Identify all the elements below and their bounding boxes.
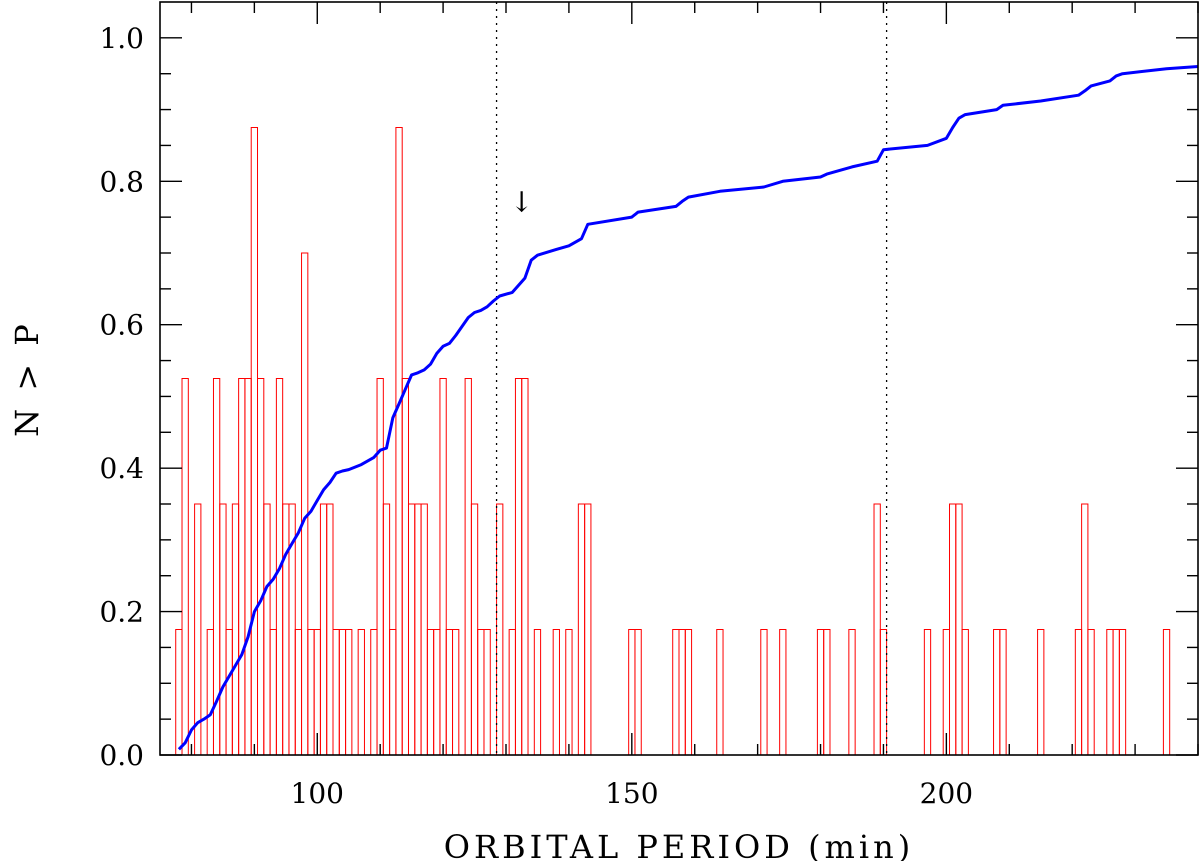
- histogram-bar: [1087, 629, 1095, 756]
- histogram-bar: [426, 629, 435, 756]
- histogram-bar: [496, 503, 504, 756]
- histogram-bar: [1037, 629, 1045, 756]
- histogram-bar: [307, 629, 315, 756]
- histogram-bar: [470, 503, 479, 756]
- histogram-bar: [338, 629, 347, 756]
- y-tick-label: 0.4: [99, 452, 144, 485]
- y-tick-label: 0.0: [99, 739, 144, 772]
- histogram-bar: [1112, 629, 1120, 756]
- histogram-bar: [716, 629, 724, 756]
- histogram-bar: [1118, 629, 1127, 756]
- histogram-bar: [483, 629, 491, 756]
- histogram-bar: [250, 127, 259, 756]
- histogram-bar: [257, 378, 265, 756]
- histogram-bar: [873, 503, 881, 756]
- histogram-bar: [326, 503, 334, 756]
- histogram-bar: [678, 629, 686, 756]
- histogram-bar: [181, 378, 189, 756]
- histogram-bar: [1074, 629, 1083, 756]
- y-axis-title: N > P: [8, 320, 46, 437]
- histogram-bar: [477, 629, 485, 756]
- histogram-bar: [521, 378, 529, 756]
- histogram-bar: [514, 378, 523, 756]
- histogram-bar: [319, 503, 328, 756]
- tick-labels: 100 150 200 0.0 0.2 0.4 0.6 0.8 1.0: [99, 22, 973, 810]
- histogram-bar: [961, 629, 969, 756]
- axis-ticks: [160, 2, 1199, 756]
- histogram-bar: [923, 629, 932, 756]
- histogram-bar: [577, 503, 586, 756]
- histogram-bar: [370, 629, 378, 756]
- y-tick-label: 0.6: [99, 309, 144, 342]
- histogram-bar: [1081, 503, 1089, 756]
- histogram-bar: [684, 629, 693, 756]
- histogram-bar: [175, 629, 183, 756]
- histogram-bar: [508, 629, 516, 756]
- histogram-bar: [552, 629, 560, 756]
- histogram-bar: [414, 503, 422, 756]
- histogram-bar: [879, 629, 888, 756]
- x-tick-label: 150: [605, 777, 658, 810]
- histogram-bar: [282, 503, 290, 756]
- histogram-bar: [993, 629, 1001, 756]
- series-layer: [177, 65, 1199, 751]
- histogram-bar: [244, 378, 252, 756]
- histogram-bar: [301, 252, 309, 756]
- histogram-bar: [382, 503, 391, 756]
- histogram-bar: [389, 629, 397, 756]
- x-tick-label: 100: [291, 777, 344, 810]
- histogram-bar: [584, 503, 592, 756]
- histogram-bar: [779, 629, 787, 756]
- histogram: [175, 127, 1171, 756]
- series-line-cumulative: [177, 65, 1199, 751]
- histogram-bar: [357, 629, 365, 756]
- histogram-bar: [823, 629, 831, 756]
- histogram-bar: [420, 503, 428, 756]
- histogram-bar: [445, 629, 454, 756]
- histogram-bar: [433, 629, 441, 756]
- histogram-bar: [395, 127, 403, 756]
- histogram-bar: [464, 378, 472, 756]
- histogram-bar: [407, 503, 416, 756]
- histogram-bar: [955, 503, 963, 756]
- histogram-bar: [533, 629, 542, 756]
- histogram-bar: [565, 629, 573, 756]
- histogram-bar: [238, 378, 246, 756]
- y-tick-label: 1.0: [99, 22, 144, 55]
- histogram-bar: [1162, 629, 1171, 756]
- y-tick-label: 0.8: [99, 165, 144, 198]
- histogram-bar: [219, 503, 227, 756]
- histogram-bar: [848, 629, 856, 756]
- histogram-bar: [332, 629, 340, 756]
- x-axis-title: ORBITAL PERIOD (min): [444, 828, 914, 861]
- histogram-bar: [672, 629, 680, 756]
- histogram-bar: [231, 503, 240, 756]
- y-tick-label: 0.2: [99, 596, 144, 629]
- histogram-bar: [294, 629, 303, 756]
- histogram-bar: [634, 629, 642, 756]
- histogram-bar: [269, 629, 277, 756]
- histogram-bar: [949, 503, 957, 756]
- histogram-bar: [194, 503, 202, 756]
- annotation-arrow: ↓: [510, 185, 533, 218]
- histogram-bar: [1106, 629, 1114, 756]
- histogram-bar: [760, 629, 768, 756]
- histogram-bar: [439, 378, 447, 756]
- histogram-bar: [452, 629, 460, 756]
- histogram-bar: [345, 629, 353, 756]
- histogram-bar: [816, 629, 825, 756]
- plot-frame: [159, 1, 1199, 756]
- histogram-bar: [206, 629, 214, 756]
- histogram-bar: [225, 629, 233, 756]
- histogram-bar: [263, 503, 271, 756]
- histogram-bar: [401, 378, 409, 756]
- histogram-bar: [376, 378, 384, 756]
- x-tick-label: 200: [920, 777, 973, 810]
- histogram-bar: [999, 629, 1007, 756]
